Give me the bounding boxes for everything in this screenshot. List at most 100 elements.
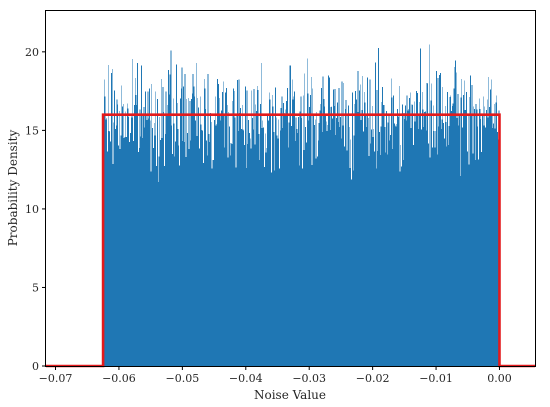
histogram-bar xyxy=(486,109,487,366)
histogram-bar xyxy=(390,78,392,366)
histogram-bar xyxy=(393,95,395,366)
histogram-bar xyxy=(273,132,275,366)
histogram-bar xyxy=(252,118,253,367)
histogram-bar xyxy=(294,91,295,366)
histogram-bar xyxy=(144,127,146,366)
histogram-bar xyxy=(473,106,475,366)
histogram-bar xyxy=(134,105,135,366)
histogram-bar xyxy=(361,110,363,367)
histogram-bar xyxy=(159,117,161,366)
histogram-bar xyxy=(234,117,236,366)
histogram-bar xyxy=(425,130,427,366)
histogram-bar xyxy=(137,63,138,366)
histogram-bar xyxy=(293,96,295,366)
histogram-bar xyxy=(323,99,325,366)
histogram-bar xyxy=(264,133,266,366)
histogram-bar xyxy=(378,47,379,367)
histogram-bar xyxy=(378,131,380,366)
histogram-bar xyxy=(112,164,114,366)
histogram-bar xyxy=(135,94,137,367)
histogram-bar xyxy=(222,91,223,366)
histogram-bar xyxy=(486,99,488,367)
histogram-bar xyxy=(479,108,481,366)
histogram-bar xyxy=(470,115,472,366)
histogram-bar xyxy=(130,113,132,366)
histogram-bar xyxy=(193,86,195,366)
histogram-bar xyxy=(142,116,144,366)
x-tick-label: −0.02 xyxy=(356,372,390,385)
histogram-bar xyxy=(371,105,373,366)
histogram-bar xyxy=(160,139,161,366)
histogram-bar xyxy=(420,48,421,366)
histogram-bar xyxy=(198,107,200,367)
histogram-bar xyxy=(450,95,452,366)
histogram-bar xyxy=(344,108,346,366)
histogram-bar xyxy=(344,146,345,366)
histogram-bar xyxy=(464,110,466,366)
histogram-bar xyxy=(466,151,468,366)
histogram-bar xyxy=(461,78,463,366)
histogram-bar xyxy=(221,110,223,366)
histogram-bar xyxy=(399,171,401,366)
histogram-bar xyxy=(341,81,343,366)
histogram-bar xyxy=(407,110,409,366)
histogram-bar xyxy=(339,127,341,367)
histogram-bar xyxy=(400,144,402,366)
histogram-bar xyxy=(274,170,276,366)
histogram-bar xyxy=(268,92,270,366)
histogram-bar xyxy=(283,103,284,366)
histogram-bar xyxy=(348,105,349,367)
histogram-bar xyxy=(317,140,319,366)
histogram-bar xyxy=(128,117,130,366)
histogram-bar xyxy=(278,119,280,366)
histogram-bar xyxy=(355,99,357,366)
histogram-bar xyxy=(260,103,261,366)
histogram-bar xyxy=(287,147,289,366)
histogram-bar xyxy=(155,91,157,366)
histogram-bar xyxy=(223,114,225,366)
histogram-bar xyxy=(106,117,108,367)
histogram-bar xyxy=(232,100,234,366)
histogram-bar xyxy=(348,127,350,366)
histogram-bar xyxy=(445,122,447,367)
histogram-bar xyxy=(385,152,387,366)
histogram-bar xyxy=(141,137,143,366)
histogram-bar xyxy=(294,141,296,366)
histogram-bar xyxy=(312,88,314,366)
histogram-bar xyxy=(119,148,121,366)
histogram-bar xyxy=(319,110,321,366)
histogram-bar xyxy=(470,75,471,366)
histogram-bar xyxy=(195,120,196,366)
histogram-bar xyxy=(417,129,419,366)
histogram-bar xyxy=(314,119,316,366)
histogram-bar xyxy=(460,97,462,367)
histogram-bar xyxy=(436,154,438,366)
histogram-bar xyxy=(382,105,384,367)
histogram-bar xyxy=(179,98,181,367)
histogram-bar xyxy=(172,98,174,366)
histogram-bar xyxy=(453,88,455,366)
histogram-bar xyxy=(446,146,448,366)
histogram-bar xyxy=(160,78,162,366)
histogram-bar xyxy=(332,118,333,366)
histogram-bar xyxy=(251,90,253,366)
histogram-bar xyxy=(472,153,474,366)
histogram-bar xyxy=(304,73,306,366)
histogram-bar xyxy=(424,112,425,366)
histogram-bar xyxy=(263,127,265,366)
histogram-bar xyxy=(202,163,204,366)
histogram-bar xyxy=(137,151,139,366)
histogram-bar xyxy=(174,156,176,366)
x-tick-label: −0.04 xyxy=(229,372,263,385)
histogram-bar xyxy=(463,80,465,366)
histogram-bar xyxy=(262,120,264,366)
histogram-bar xyxy=(434,147,436,366)
histogram-bar xyxy=(306,142,307,366)
histogram-bar xyxy=(113,122,115,366)
plot-frame xyxy=(45,10,536,367)
histogram-bar xyxy=(191,99,192,366)
histogram-bar xyxy=(459,115,460,367)
y-tick-label: 20 xyxy=(25,46,39,59)
histogram-bar xyxy=(350,139,352,366)
histogram-bar xyxy=(120,135,122,366)
